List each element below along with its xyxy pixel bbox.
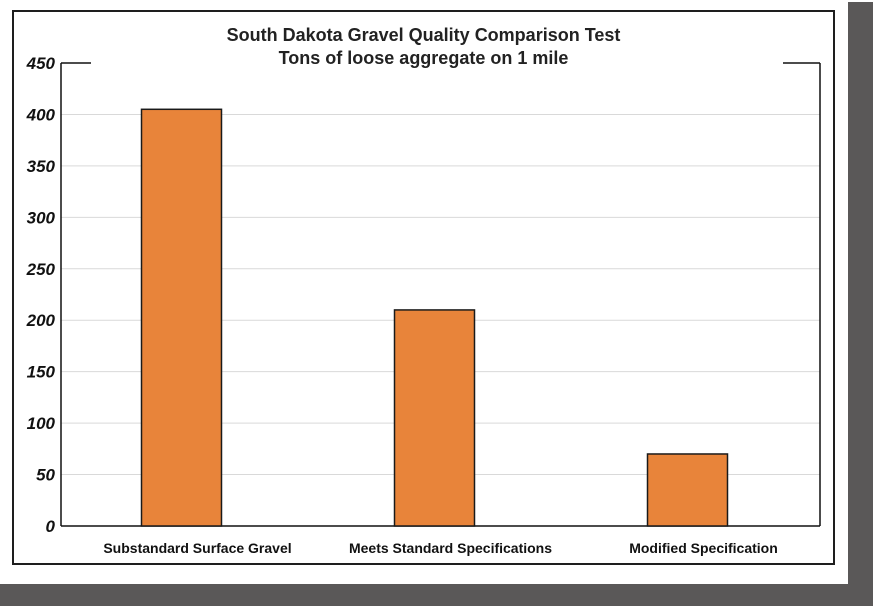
y-tick-label: 0 xyxy=(46,517,56,536)
frame-shadow-right xyxy=(848,2,873,586)
bar xyxy=(393,309,476,527)
y-tick-label: 50 xyxy=(36,466,55,485)
y-tick-label: 450 xyxy=(26,54,56,73)
bar xyxy=(140,108,223,527)
bars xyxy=(140,108,729,527)
y-tick-label: 250 xyxy=(26,260,56,279)
y-tick-label: 150 xyxy=(27,363,56,382)
x-tick-label: Substandard Surface Gravel xyxy=(103,540,291,556)
y-tick-label: 400 xyxy=(26,105,56,124)
x-axis-ticks: Substandard Surface Gravel Meets Standard… xyxy=(103,540,777,556)
bar xyxy=(646,453,729,527)
y-tick-label: 200 xyxy=(26,311,56,330)
chart-title: South Dakota Gravel Quality Comparison T… xyxy=(226,25,621,45)
y-axis-ticks: 0 50 100 150 200 250 300 350 400 450 xyxy=(26,54,56,536)
y-tick-label: 300 xyxy=(27,208,56,227)
y-tick-label: 350 xyxy=(27,157,56,176)
chart-subtitle: Tons of loose aggregate on 1 mile xyxy=(278,48,569,68)
x-tick-label: Modified Specification xyxy=(629,540,778,556)
y-tick-label: 100 xyxy=(27,414,56,433)
frame-shadow-bottom xyxy=(0,584,873,606)
x-tick-label: Meets Standard Specifications xyxy=(349,540,552,556)
